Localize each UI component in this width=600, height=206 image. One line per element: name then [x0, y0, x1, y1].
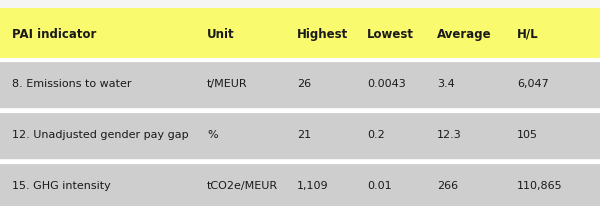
Text: 26: 26: [297, 79, 311, 89]
Text: tCO2e/MEUR: tCO2e/MEUR: [207, 181, 278, 191]
Text: 0.0043: 0.0043: [367, 79, 406, 89]
Text: Unit: Unit: [207, 27, 235, 41]
Text: Highest: Highest: [297, 27, 348, 41]
Text: %: %: [207, 130, 218, 140]
Text: PAI indicator: PAI indicator: [12, 27, 97, 41]
Bar: [0, 60, 600, 108]
Text: 21: 21: [297, 130, 311, 140]
Text: 105: 105: [517, 130, 538, 140]
Text: 15. GHG intensity: 15. GHG intensity: [12, 181, 111, 191]
Text: 0.01: 0.01: [367, 181, 392, 191]
Text: 110,865: 110,865: [517, 181, 563, 191]
Text: 12. Unadjusted gender pay gap: 12. Unadjusted gender pay gap: [12, 130, 188, 140]
Bar: [0, 162, 600, 206]
Text: 1,109: 1,109: [297, 181, 329, 191]
Bar: [0, 8, 600, 60]
Text: t/MEUR: t/MEUR: [207, 79, 248, 89]
Text: 0.2: 0.2: [367, 130, 385, 140]
Bar: [0, 111, 600, 159]
Text: 6,047: 6,047: [517, 79, 549, 89]
Text: Lowest: Lowest: [367, 27, 414, 41]
Text: Average: Average: [437, 27, 491, 41]
Text: 12.3: 12.3: [437, 130, 462, 140]
Text: 266: 266: [437, 181, 458, 191]
Text: 3.4: 3.4: [437, 79, 455, 89]
Text: H/L: H/L: [517, 27, 539, 41]
Text: 8. Emissions to water: 8. Emissions to water: [12, 79, 131, 89]
